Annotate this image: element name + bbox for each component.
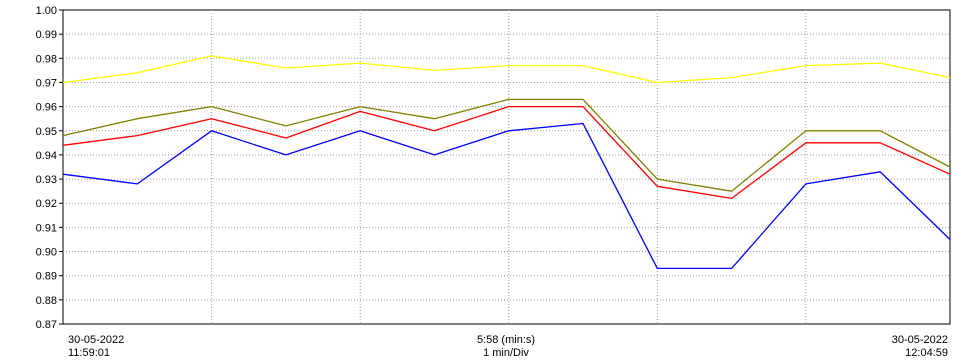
y-tick-label: 0.94 xyxy=(36,150,57,162)
y-axis-ticks: 1.00 0.99 0.98 0.97 0.96 0.95 0.94 0.93 0.92 0.91… xyxy=(36,5,63,331)
series-group xyxy=(62,55,951,270)
series-line-3 xyxy=(62,105,951,200)
y-tick-label: 0.93 xyxy=(36,174,57,186)
x-end-time: 12:04:59 xyxy=(905,347,948,359)
x-center-span: 5:58 (min:s) xyxy=(477,334,535,346)
y-tick-label: 0.99 xyxy=(36,29,57,41)
x-end-date: 30-05-2022 xyxy=(892,334,948,346)
x-start-date: 30-05-2022 xyxy=(68,334,124,346)
y-tick-label: 0.92 xyxy=(36,198,57,210)
series-line-1 xyxy=(62,55,951,84)
series-line-2 xyxy=(62,98,951,192)
plot-area xyxy=(62,9,951,325)
y-tick-label: 0.89 xyxy=(36,271,57,283)
series-line-4 xyxy=(62,122,951,270)
y-tick-label: 0.96 xyxy=(36,102,57,114)
y-tick-label: 0.91 xyxy=(36,222,57,234)
y-tick-label: 0.95 xyxy=(36,126,57,138)
y-tick-label: 1.00 xyxy=(36,5,57,17)
y-tick-label: 0.97 xyxy=(36,77,57,89)
y-tick-label: 0.98 xyxy=(36,53,57,65)
y-tick-label: 0.90 xyxy=(36,247,57,259)
y-tick-label: 0.87 xyxy=(36,319,57,331)
x-start-time: 11:59:01 xyxy=(68,347,110,359)
x-center-division: 1 min/Div xyxy=(483,347,529,359)
y-tick-label: 0.88 xyxy=(36,295,57,307)
